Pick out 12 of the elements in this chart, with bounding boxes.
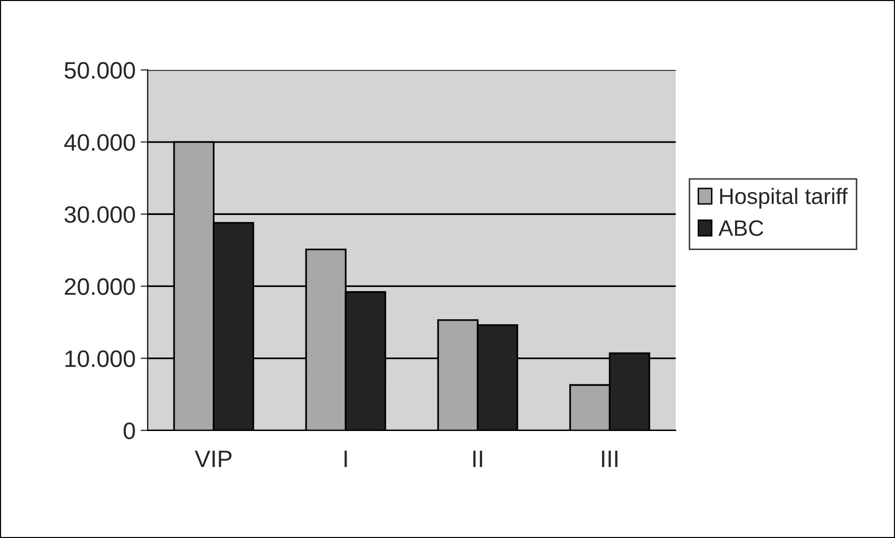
y-tick-label: 20.000	[64, 278, 135, 296]
x-tick-label: III	[602, 450, 618, 467]
x-tick-label: II	[473, 450, 482, 467]
y-tick-label: 50.000	[64, 62, 135, 79]
x-tick-label: I	[344, 450, 347, 467]
legend-label: Hospital tariff	[720, 188, 848, 209]
legend-label: ABC	[718, 220, 764, 236]
y-tick-label: 10.000	[65, 350, 135, 368]
y-tick-label: 30.000	[64, 206, 135, 223]
x-tick-label: VIP	[194, 450, 232, 467]
y-tick-label: 0	[124, 422, 135, 440]
y-tick-label: 40.000	[64, 134, 135, 151]
